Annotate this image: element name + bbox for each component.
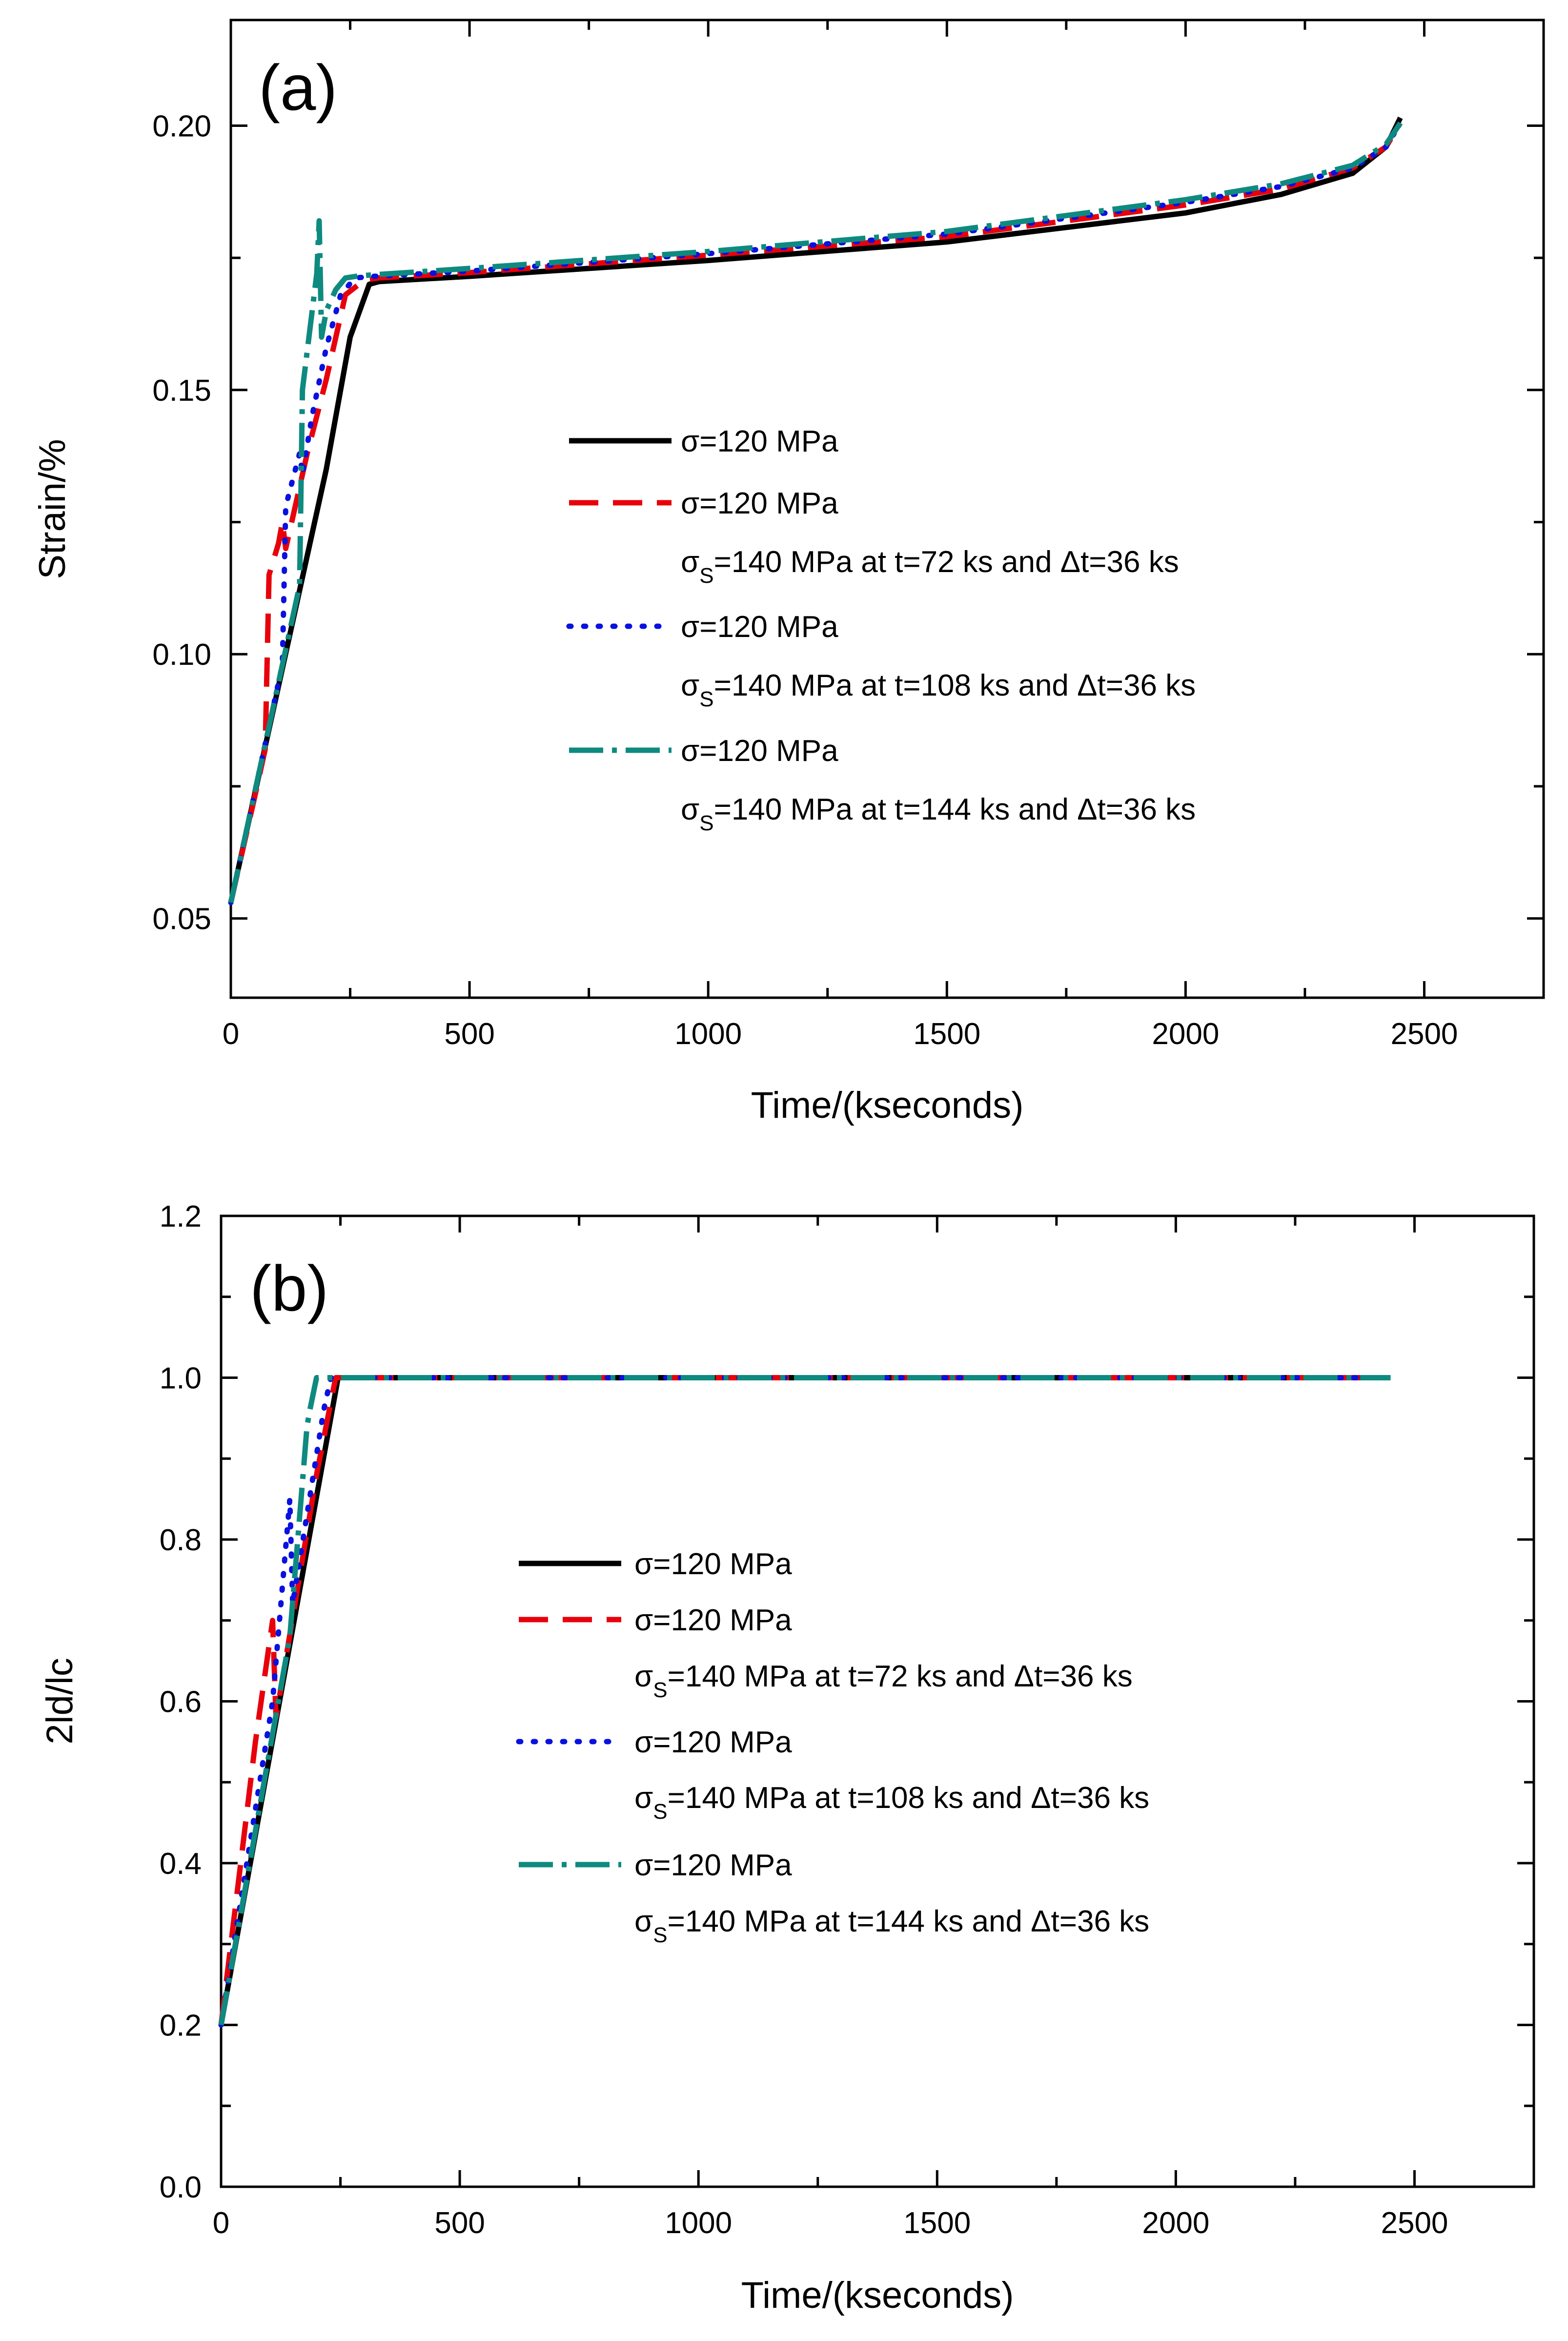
panel-a-ticks: 0 500 1000 1500 2000 2500 0.05 0.10 0.15 0.20 [152, 20, 1544, 1051]
panel-a-legend-sub-3: σS=140 MPa at t=144 ks and Δt=36 ks [681, 793, 1196, 835]
panel-a-x-tick-label: 500 [444, 1017, 494, 1051]
panel-b-legend-sub-3: σS=140 MPa at t=144 ks and Δt=36 ks [634, 1905, 1149, 1947]
panel-a-x-tick-label: 0 [223, 1017, 239, 1051]
panel-b-y-tick-label: 0.8 [160, 1523, 202, 1557]
panel-a-y-tick-label: 0.15 [152, 374, 211, 408]
panel-a-legend-text-1: σ=120 MPa [681, 487, 838, 520]
panel-b-series-line-3 [218, 1375, 1391, 2026]
panel-b-x-tick-label: 2000 [1142, 2206, 1209, 2240]
panel-a-frame [229, 19, 1545, 999]
panel-b-x-tick-label: 1000 [665, 2206, 732, 2240]
panel-b-label: (b) [250, 1253, 328, 1324]
panel-a-y-tick-label: 0.20 [152, 110, 211, 144]
panel-b-legend-sub-1: σS=140 MPa at t=72 ks and Δt=36 ks [634, 1660, 1133, 1702]
panel-b: (b) Time/(kseconds) 2ld/lc 0 500 1000 1500 2… [39, 1200, 1535, 2316]
panel-b-y-tick-label: 0.2 [160, 2009, 202, 2043]
panel-b-y-tick-label: 0.6 [160, 1685, 202, 1719]
panel-b-legend-sub-2: σS=140 MPa at t=108 ks and Δt=36 ks [634, 1781, 1149, 1824]
panel-a-x-tick-label: 2000 [1152, 1017, 1219, 1051]
panel-a-series-line-0 [228, 116, 1403, 904]
panel-b-x-tick-label: 2500 [1381, 2206, 1448, 2240]
panel-a-x-tick-label: 2500 [1390, 1017, 1458, 1051]
panel-b-legend-text-1: σ=120 MPa [634, 1603, 792, 1637]
panel-b-y-tick-label: 0.4 [160, 1847, 202, 1881]
panel-b-y-tick-label: 1.2 [160, 1200, 202, 1233]
panel-a: (a) Time/(kseconds) Strain/% 0 500 1000 150… [32, 19, 1545, 1126]
panel-a-legend-text-2: σ=120 MPa [681, 610, 838, 644]
panel-b-legend-text-0: σ=120 MPa [634, 1547, 792, 1581]
panel-a-label: (a) [259, 52, 337, 123]
panel-b-legend-text-3: σ=120 MPa [634, 1848, 792, 1882]
panel-a-series [228, 116, 1403, 905]
panel-a-legend-sub-2: σS=140 MPa at t=108 ks and Δt=36 ks [681, 669, 1196, 711]
panel-b-y-axis-title: 2ld/lc [39, 1658, 81, 1744]
panel-b-legend: σ=120 MPa σ=120 MPa σS=140 MPa at t=72 k… [516, 1547, 1149, 1947]
panel-b-x-tick-label: 0 [213, 2206, 229, 2240]
panel-b-x-tick-label: 1500 [903, 2206, 971, 2240]
panel-b-y-tick-label: 1.0 [160, 1362, 202, 1396]
panel-b-y-tick-label: 0.0 [160, 2171, 202, 2204]
panel-a-legend-text-3: σ=120 MPa [681, 734, 838, 768]
panel-a-x-tick-label: 1000 [674, 1017, 742, 1051]
panel-a-y-tick-label: 0.10 [152, 638, 211, 672]
panel-a-legend-text-0: σ=120 MPa [681, 425, 838, 458]
panel-a-legend-sub-1: σS=140 MPa at t=72 ks and Δt=36 ks [681, 545, 1179, 588]
panel-a-y-axis-title: Strain/% [32, 439, 73, 579]
panel-a-y-tick-label: 0.05 [152, 903, 211, 936]
panel-a-x-axis-title: Time/(kseconds) [751, 1085, 1024, 1126]
panel-b-series [218, 1375, 1393, 2028]
panel-a-x-tick-label: 1500 [913, 1017, 980, 1051]
panel-b-ticks: 0 500 1000 1500 2000 2500 0.0 0.2 0.4 0.6 0.8 1.0 1.… [160, 1200, 1534, 2240]
panel-b-x-axis-title: Time/(kseconds) [741, 2275, 1014, 2316]
panel-a-series-line-3 [228, 122, 1403, 904]
panel-a-legend: σ=120 MPa σ=120 MPa σS=140 MPa at t=72 k… [566, 425, 1196, 835]
panel-b-x-tick-label: 500 [434, 2206, 485, 2240]
panel-b-legend-text-2: σ=120 MPa [634, 1725, 792, 1759]
